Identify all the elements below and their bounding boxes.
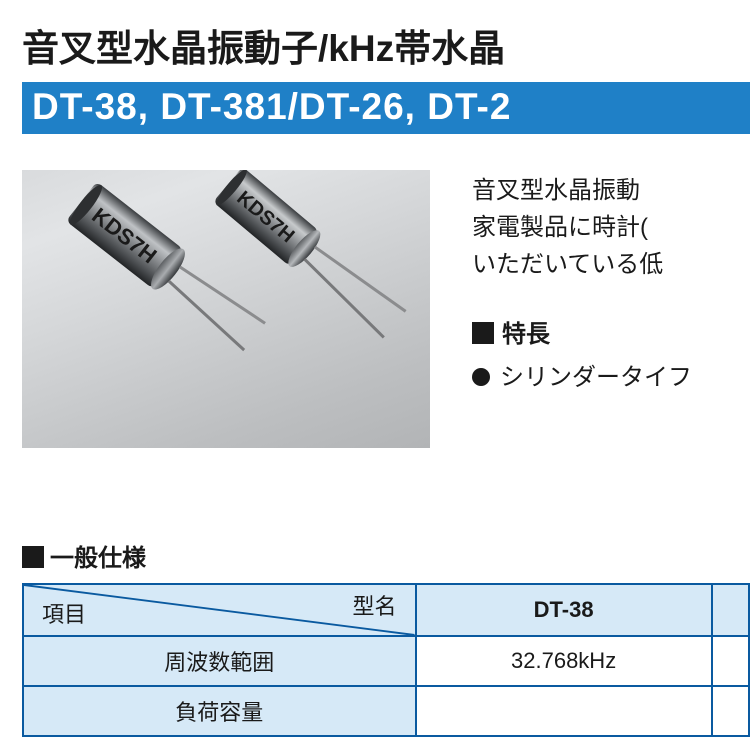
table-row: 項目 型名 DT-38 [23, 584, 749, 636]
table-model-header: DT-38 [416, 584, 712, 636]
intro-line: 家電製品に時計( [472, 209, 692, 246]
table-stub [712, 584, 749, 636]
page-title: 音叉型水晶振動子/kHz帯水晶 [0, 0, 750, 78]
spec-section: 一般仕様 項目 型名 DT-38 周波数範囲 32.768kHz 負荷容量 [22, 538, 750, 737]
spec-row-value [416, 686, 712, 736]
header-item-label: 項目 [42, 597, 86, 629]
table-row: 周波数範囲 32.768kHz [23, 636, 749, 686]
spec-row-value: 32.768kHz [416, 636, 712, 686]
circle-bullet-icon [472, 368, 490, 386]
table-header-diagonal: 項目 型名 [23, 584, 416, 636]
feature-bullet-text: シリンダータイフ [500, 364, 692, 391]
model-band: DT-38, DT-381/DT-26, DT-2 [22, 82, 750, 134]
spec-table: 項目 型名 DT-38 周波数範囲 32.768kHz 負荷容量 [22, 583, 750, 737]
spec-row-label: 周波数範囲 [23, 636, 416, 686]
intro-line: いただいている低 [472, 246, 692, 283]
table-row: 負荷容量 [23, 686, 749, 736]
product-photo: KDS7H [22, 170, 430, 448]
content-row: KDS7H [0, 170, 750, 448]
intro-text-block: 音叉型水晶振動 家電製品に時計( いただいている低 特長 シリンダータイフ [472, 170, 692, 448]
spec-row-label: 負荷容量 [23, 686, 416, 736]
features-heading: 特長 [472, 314, 692, 349]
feature-bullet: シリンダータイフ [472, 357, 692, 392]
table-stub [712, 686, 749, 736]
features-heading-text: 特長 [502, 321, 550, 348]
spec-heading-text: 一般仕様 [50, 545, 146, 572]
square-bullet-icon [472, 322, 494, 344]
square-bullet-icon [22, 546, 44, 568]
intro-line: 音叉型水晶振動 [472, 172, 692, 209]
table-stub [712, 636, 749, 686]
header-model-label: 型名 [353, 589, 397, 621]
spec-heading: 一般仕様 [22, 538, 750, 573]
